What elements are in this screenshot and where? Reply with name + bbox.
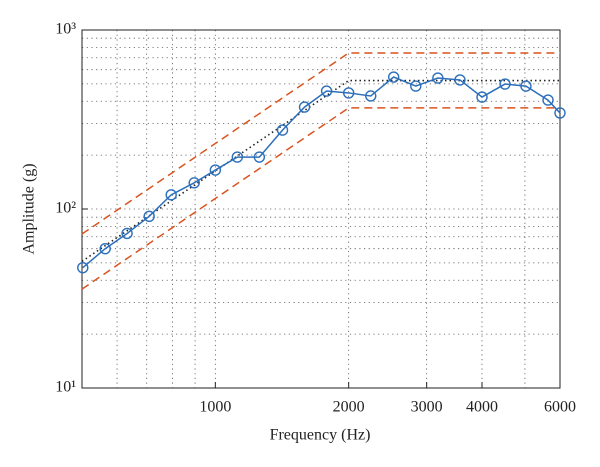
data-point <box>165 189 177 201</box>
y-tick-label: 10³ <box>55 21 76 38</box>
data-point <box>121 227 133 240</box>
data-point <box>454 74 466 86</box>
data-point <box>77 261 89 274</box>
x-axis-label: Frequency (Hz) <box>270 427 371 444</box>
x-tick-label: 3000 <box>411 399 443 416</box>
y-tick-label: 10¹ <box>55 379 76 396</box>
data-point <box>410 80 422 92</box>
data-point <box>99 243 111 255</box>
data-point <box>320 85 333 97</box>
y-tick-label: 10² <box>55 200 76 217</box>
data-point <box>365 90 377 102</box>
data-point <box>276 124 289 136</box>
data-point <box>342 87 355 99</box>
data-point <box>298 101 311 113</box>
plot-frame <box>81 29 561 389</box>
y-axis-label: Amplitude (g) <box>21 163 38 254</box>
data-point <box>476 91 488 103</box>
x-tick-label: 6000 <box>544 399 576 416</box>
data-point <box>253 151 266 163</box>
data-point <box>554 107 566 119</box>
data-point <box>542 94 554 106</box>
series-line <box>82 76 561 269</box>
data-point <box>231 151 244 163</box>
data-point <box>520 80 532 92</box>
x-tick-label: 2000 <box>333 399 365 416</box>
data-point <box>143 210 155 223</box>
data-point <box>188 177 200 189</box>
series-line <box>81 52 560 235</box>
data-point <box>432 72 444 84</box>
x-tick-label: 4000 <box>466 399 498 416</box>
x-tick-label: 1000 <box>199 399 231 416</box>
data-point <box>387 71 400 83</box>
data-point <box>209 164 222 176</box>
data-point <box>499 78 511 90</box>
series-line <box>81 107 560 290</box>
